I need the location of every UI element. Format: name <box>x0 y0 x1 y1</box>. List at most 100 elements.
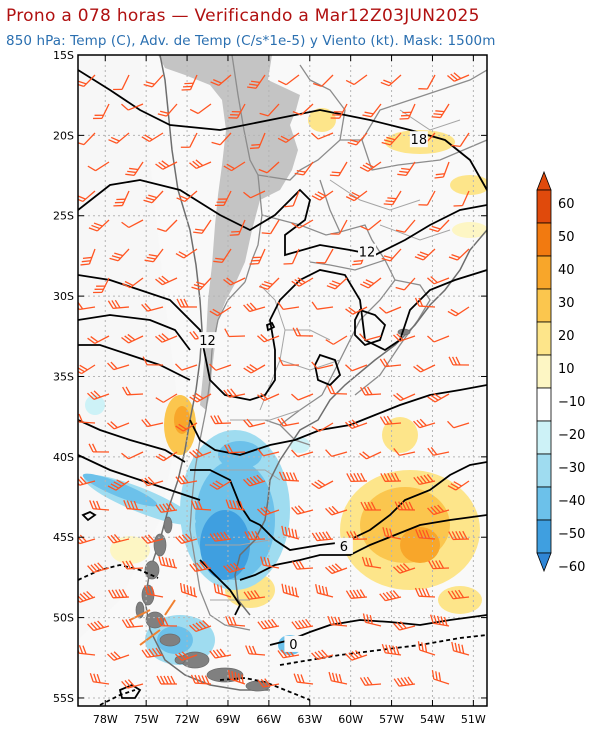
wind-barb <box>414 587 436 598</box>
temperature-contours <box>78 69 487 699</box>
wind-barb <box>189 392 212 403</box>
wind-barb <box>430 614 450 627</box>
lon-tick-label: 78W <box>93 713 118 726</box>
wind-barb <box>447 480 470 491</box>
wind-barb <box>107 651 130 661</box>
wind-barb <box>87 161 110 172</box>
wind-barb <box>89 500 110 511</box>
wind-barb <box>189 159 212 170</box>
wind-barb <box>213 583 232 598</box>
lat-tick-label: 25S <box>53 210 74 223</box>
wind-barb <box>361 556 382 569</box>
wind-barb <box>189 103 212 115</box>
wind-barb <box>418 190 436 206</box>
wind-barb <box>347 132 368 146</box>
lat-tick-label: 50S <box>53 612 74 625</box>
wind-barb <box>175 533 198 545</box>
wind-barb <box>393 448 416 457</box>
wind-barb <box>397 161 416 177</box>
wind-barb <box>311 422 334 432</box>
wind-barb <box>311 132 334 140</box>
wind-barb <box>291 560 314 570</box>
wind-barb <box>413 364 436 373</box>
wind-barb <box>223 388 246 398</box>
wind-barb <box>429 219 450 233</box>
wind-barb <box>325 563 348 575</box>
wind-barb <box>87 390 110 401</box>
wind-barb <box>277 132 300 143</box>
wind-barb <box>243 190 266 199</box>
wind-barb <box>175 422 198 432</box>
wind-barb <box>427 504 450 516</box>
wind-barb <box>362 103 382 118</box>
wind-barb <box>294 161 314 176</box>
wind-barb <box>257 618 280 630</box>
wind-barb <box>257 678 280 688</box>
wind-barb <box>191 277 212 291</box>
wind-barb <box>395 219 416 233</box>
wind-barb <box>325 335 348 345</box>
lat-tick-label: 15S <box>53 49 74 62</box>
colorbar-swatch <box>536 453 552 488</box>
wind-barb <box>311 531 334 542</box>
wind-barb <box>224 444 246 454</box>
wind-barb <box>249 248 266 265</box>
wind-barb <box>175 475 198 485</box>
wind-barb <box>175 651 198 661</box>
colorbar-swatch <box>536 420 552 455</box>
wind-barb <box>228 103 246 119</box>
wind-barb <box>78 590 96 603</box>
wind-barb <box>379 415 402 425</box>
wind-barb <box>210 74 232 86</box>
wind-barb <box>179 582 198 598</box>
wind-barb <box>155 333 178 343</box>
wind-barb <box>311 361 334 370</box>
wind-barb <box>155 451 178 462</box>
wind-barb <box>211 132 232 146</box>
lat-tick-label: 45S <box>53 531 74 544</box>
wind-barb <box>245 645 266 656</box>
wind-barb <box>448 248 470 261</box>
colorbar-label: 50 <box>558 230 575 245</box>
wind-barb <box>329 161 348 177</box>
latitude-axis: 15S 20S 25S 30S 35S 40S 45S 50S 55S <box>53 49 487 705</box>
wind-barb <box>311 479 334 490</box>
wind-barb <box>107 533 130 544</box>
wind-barb <box>113 74 130 91</box>
wind-barb <box>189 620 212 633</box>
wind-barb <box>209 306 232 317</box>
wind-barb <box>414 297 436 308</box>
wind-barb <box>257 448 280 457</box>
wind-barb <box>291 618 314 630</box>
wind-barb <box>155 502 178 513</box>
lat-tick-label: 35S <box>53 370 74 383</box>
wind-barb <box>176 190 198 203</box>
colorbar-swatch <box>536 486 552 521</box>
wind-barb <box>418 74 436 90</box>
wind-barb <box>121 103 144 111</box>
wind-barb <box>121 679 144 689</box>
wind-barb <box>431 670 450 685</box>
wind-barb <box>190 500 212 511</box>
wind-barb <box>414 248 436 261</box>
wind-barb <box>107 361 130 371</box>
wind-barb <box>413 418 436 429</box>
lon-tick-label: 66W <box>256 713 281 726</box>
wind-barb <box>108 588 130 599</box>
wind-barb <box>359 161 382 172</box>
wind-barb <box>293 673 314 685</box>
wind-barb <box>227 669 246 685</box>
warm-advection-areas <box>110 108 487 614</box>
wind-barb <box>431 103 450 119</box>
wind-barb <box>243 302 266 313</box>
wind-barb <box>311 301 334 310</box>
contour-label: 12 <box>359 246 376 261</box>
wind-barb <box>415 529 436 540</box>
wind-barb <box>360 277 382 289</box>
wind-barb <box>223 562 246 574</box>
wind-barb <box>291 505 314 515</box>
wind-barb <box>394 501 416 511</box>
wind-barb <box>434 161 450 179</box>
wind-barb <box>327 615 348 627</box>
wind-barb <box>383 190 402 206</box>
